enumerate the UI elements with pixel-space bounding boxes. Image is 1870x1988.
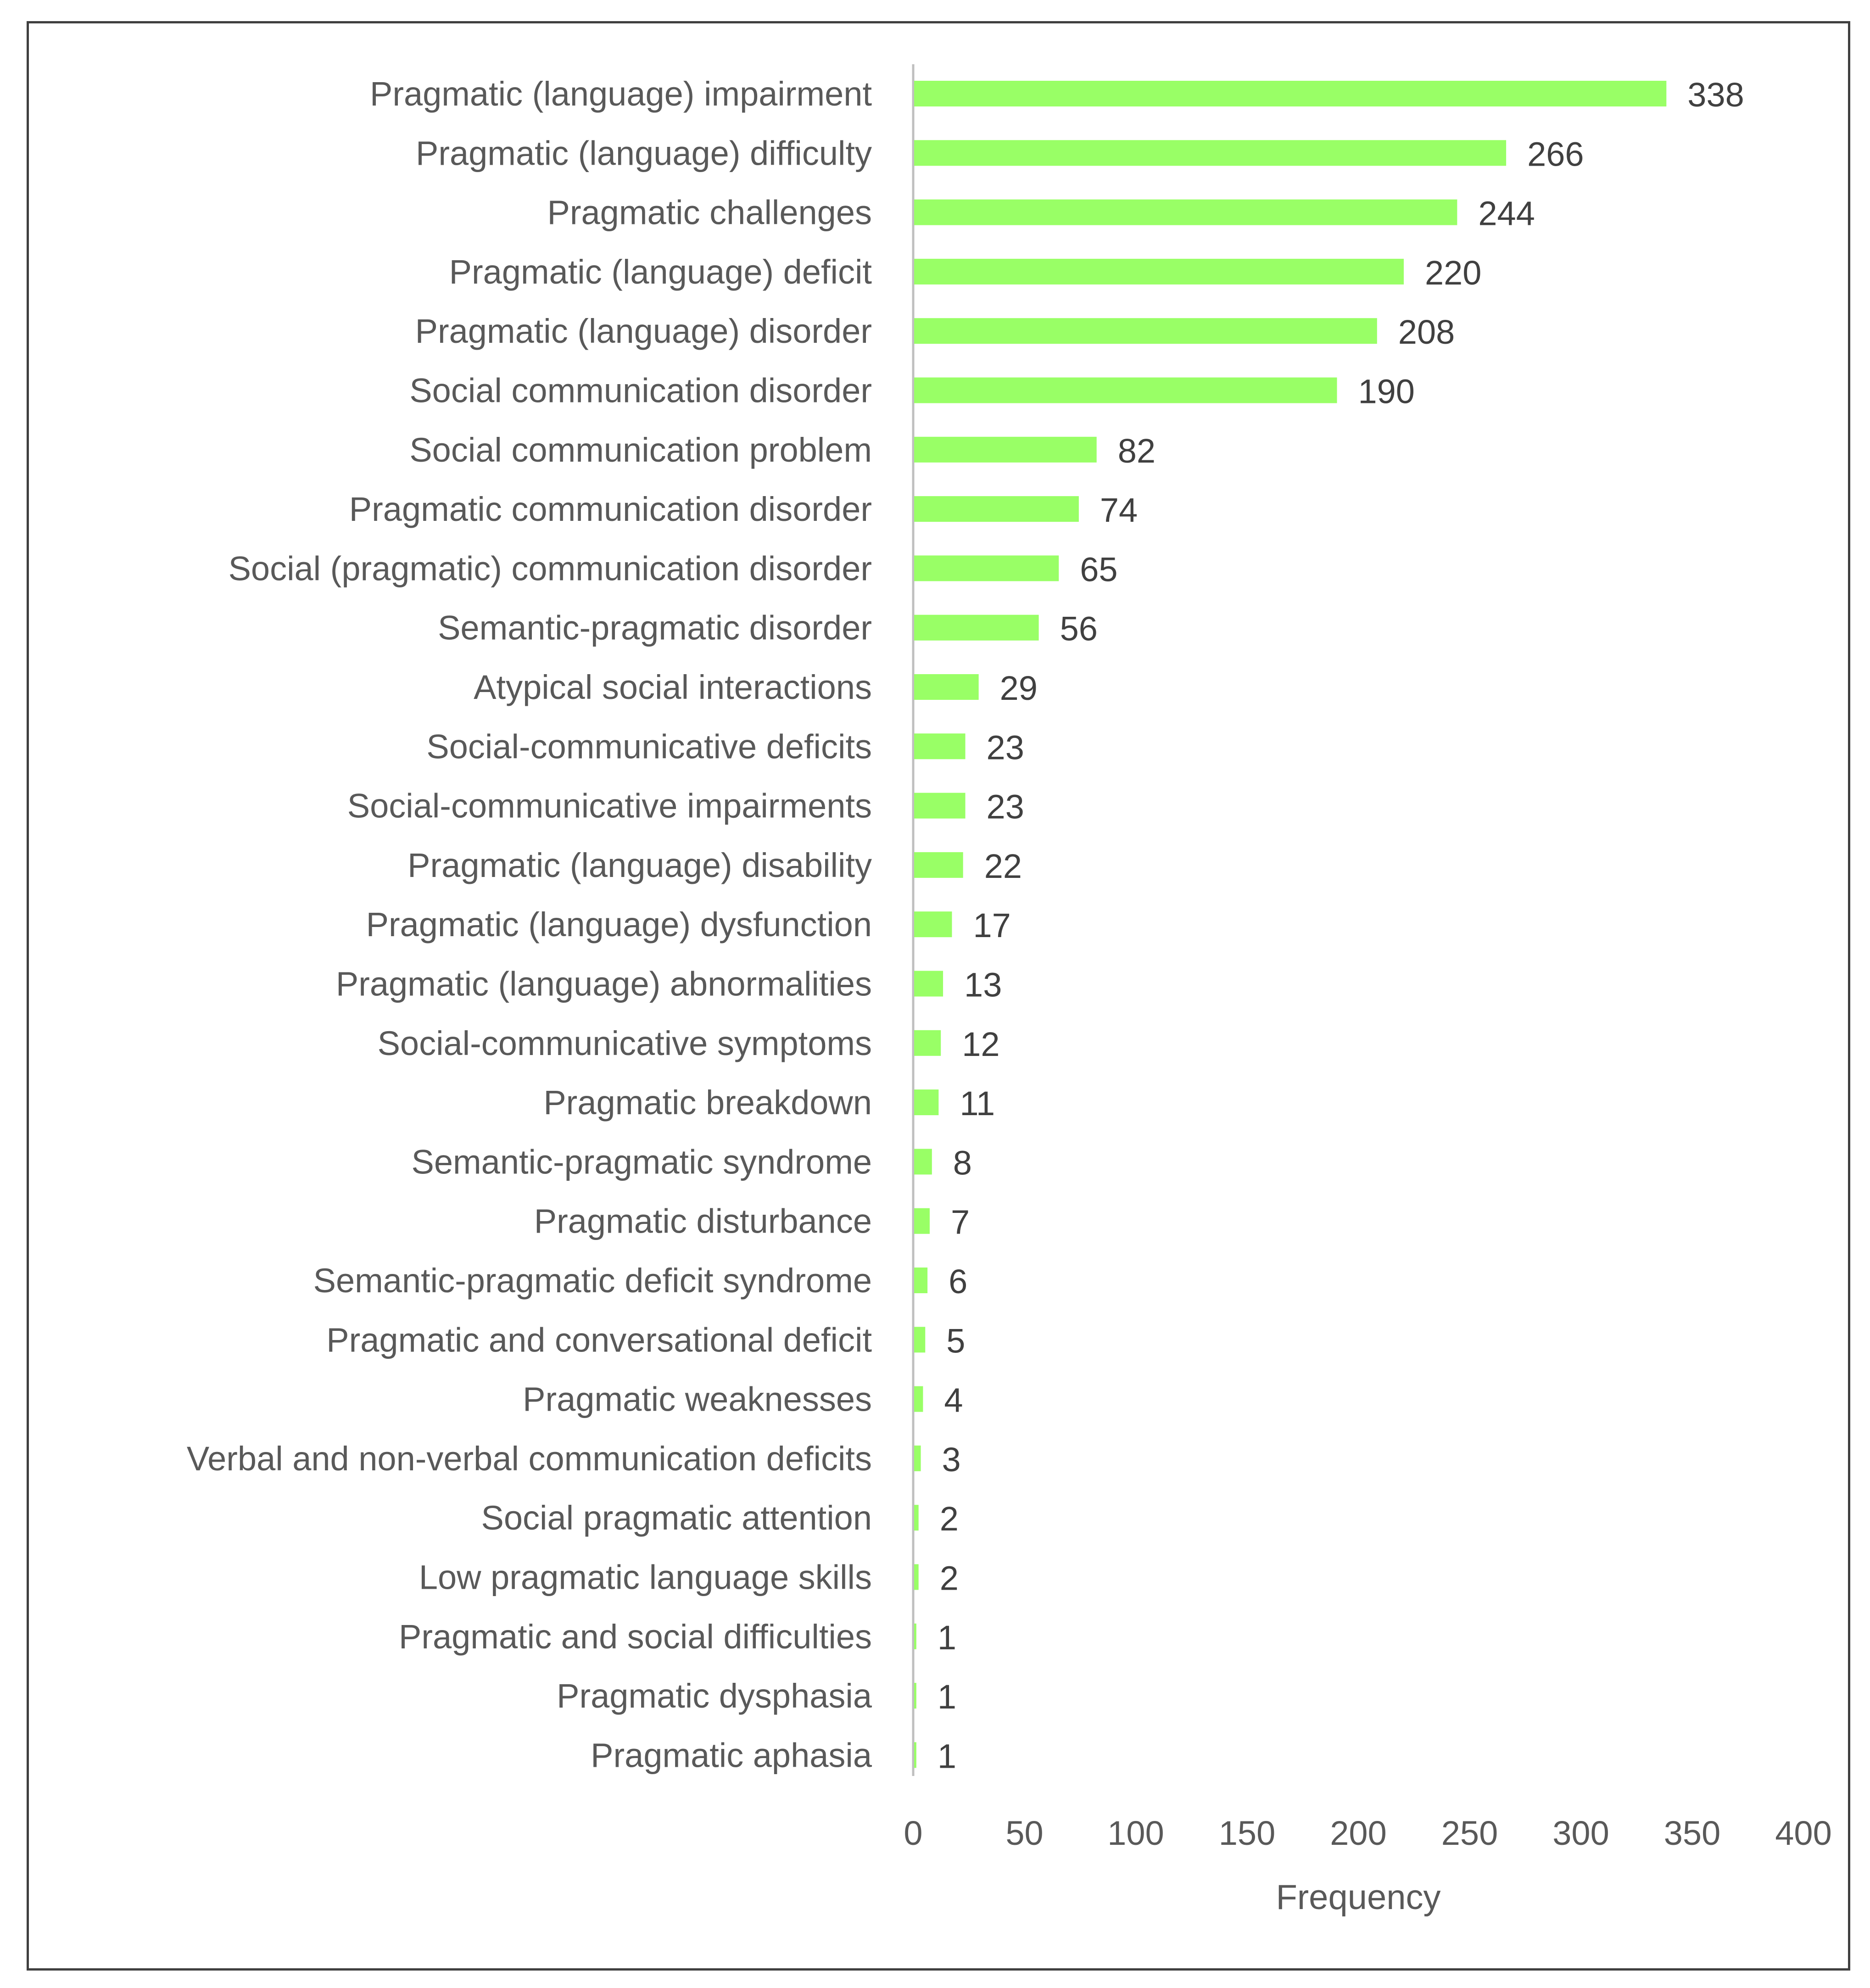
data-label: 65 <box>1080 550 1117 588</box>
category-label: Semantic-pragmatic syndrome <box>412 1143 872 1181</box>
bar <box>914 258 1404 285</box>
category-label: Social-communicative deficits <box>426 727 872 765</box>
data-label: 82 <box>1118 432 1155 470</box>
data-label: 3 <box>942 1441 961 1479</box>
bar <box>914 555 1059 581</box>
bar <box>914 1564 919 1590</box>
bar <box>914 1623 916 1649</box>
x-tick-label: 50 <box>1005 1814 1043 1852</box>
data-label: 338 <box>1687 76 1744 114</box>
category-label: Pragmatic challenges <box>547 194 872 232</box>
category-label: Pragmatic breakdown <box>543 1083 872 1122</box>
x-tick-label: 200 <box>1330 1814 1386 1852</box>
bar <box>914 1386 923 1412</box>
data-label: 1 <box>938 1737 956 1775</box>
data-label: 208 <box>1398 313 1455 351</box>
bar <box>914 614 1039 641</box>
bar <box>914 733 966 759</box>
data-label: 23 <box>987 788 1024 826</box>
bar <box>914 971 943 997</box>
bar <box>914 1208 930 1234</box>
bar <box>914 674 979 700</box>
bar <box>914 793 966 819</box>
x-tick-label: 300 <box>1552 1814 1609 1852</box>
data-label: 74 <box>1100 491 1138 529</box>
data-label: 190 <box>1358 373 1415 411</box>
x-tick-label: 0 <box>904 1814 922 1852</box>
category-label: Verbal and non-verbal communication defi… <box>187 1440 872 1478</box>
data-label: 1 <box>938 1619 956 1657</box>
category-label: Pragmatic and conversational deficit <box>326 1321 872 1359</box>
data-label: 12 <box>962 1025 999 1063</box>
bar <box>914 1505 919 1531</box>
category-label: Semantic-pragmatic deficit syndrome <box>313 1262 872 1300</box>
data-label: 29 <box>1000 669 1038 707</box>
data-label: 7 <box>951 1203 970 1241</box>
data-label: 8 <box>953 1144 972 1182</box>
x-tick-label: 250 <box>1441 1814 1498 1852</box>
category-label: Pragmatic (language) abnormalities <box>336 965 872 1003</box>
data-label: 11 <box>960 1084 995 1122</box>
category-label: Pragmatic weaknesses <box>523 1380 872 1418</box>
bar <box>914 911 952 938</box>
data-label: 23 <box>987 728 1024 766</box>
category-label: Pragmatic dysphasia <box>557 1677 872 1715</box>
data-label: 6 <box>949 1262 967 1301</box>
bar <box>914 199 1457 225</box>
category-label: Social pragmatic attention <box>481 1499 872 1537</box>
category-label: Semantic-pragmatic disorder <box>438 609 872 647</box>
category-label: Pragmatic (language) difficulty <box>416 134 872 172</box>
data-label: 1 <box>938 1678 956 1716</box>
x-tick-label: 350 <box>1664 1814 1720 1852</box>
category-label: Social communication problem <box>409 431 872 469</box>
data-label: 220 <box>1425 254 1481 292</box>
data-label: 56 <box>1060 610 1098 648</box>
bar <box>914 1742 916 1768</box>
bar <box>914 318 1377 344</box>
bar <box>914 1089 939 1116</box>
category-label: Pragmatic (language) dysfunction <box>366 905 872 944</box>
x-tick-label: 400 <box>1775 1814 1831 1852</box>
bar <box>914 1683 916 1709</box>
category-label: Pragmatic (language) impairment <box>370 75 872 113</box>
bar <box>914 1327 926 1353</box>
category-label: Low pragmatic language skills <box>419 1558 872 1597</box>
data-label: 22 <box>984 847 1022 885</box>
category-label: Pragmatic and social difficulties <box>399 1618 872 1656</box>
bar <box>914 852 963 878</box>
category-label: Pragmatic (language) deficit <box>449 253 872 291</box>
data-label: 2 <box>940 1500 959 1538</box>
data-label: 266 <box>1527 135 1584 173</box>
data-label: 4 <box>944 1381 963 1419</box>
category-label: Atypical social interactions <box>474 668 872 706</box>
category-label: Social communication disorder <box>409 372 872 410</box>
category-label: Pragmatic aphasia <box>591 1736 872 1774</box>
bar <box>914 1030 941 1056</box>
x-tick-label: 150 <box>1219 1814 1275 1852</box>
bar <box>914 1149 932 1175</box>
bar <box>914 377 1337 403</box>
bar <box>914 496 1079 522</box>
bar <box>914 140 1507 166</box>
data-label: 13 <box>964 966 1002 1004</box>
category-label: Social (pragmatic) communication disorde… <box>229 549 872 587</box>
data-label: 244 <box>1478 195 1535 233</box>
data-label: 2 <box>940 1559 959 1597</box>
category-label: Pragmatic communication disorder <box>349 490 872 528</box>
category-label: Pragmatic (language) disability <box>407 846 872 884</box>
x-tick-label: 100 <box>1107 1814 1164 1852</box>
bar <box>914 81 1667 106</box>
category-label: Pragmatic (language) disorder <box>415 312 872 350</box>
category-label: Social-communicative symptoms <box>378 1024 872 1062</box>
data-label: 17 <box>973 906 1010 944</box>
bar <box>914 436 1097 463</box>
category-label: Social-communicative impairments <box>347 787 872 825</box>
bar <box>914 1268 928 1293</box>
category-label: Pragmatic disturbance <box>534 1202 872 1240</box>
bar <box>914 1445 921 1471</box>
x-axis-label: Frequency <box>1276 1878 1440 1917</box>
data-label: 5 <box>946 1322 965 1360</box>
